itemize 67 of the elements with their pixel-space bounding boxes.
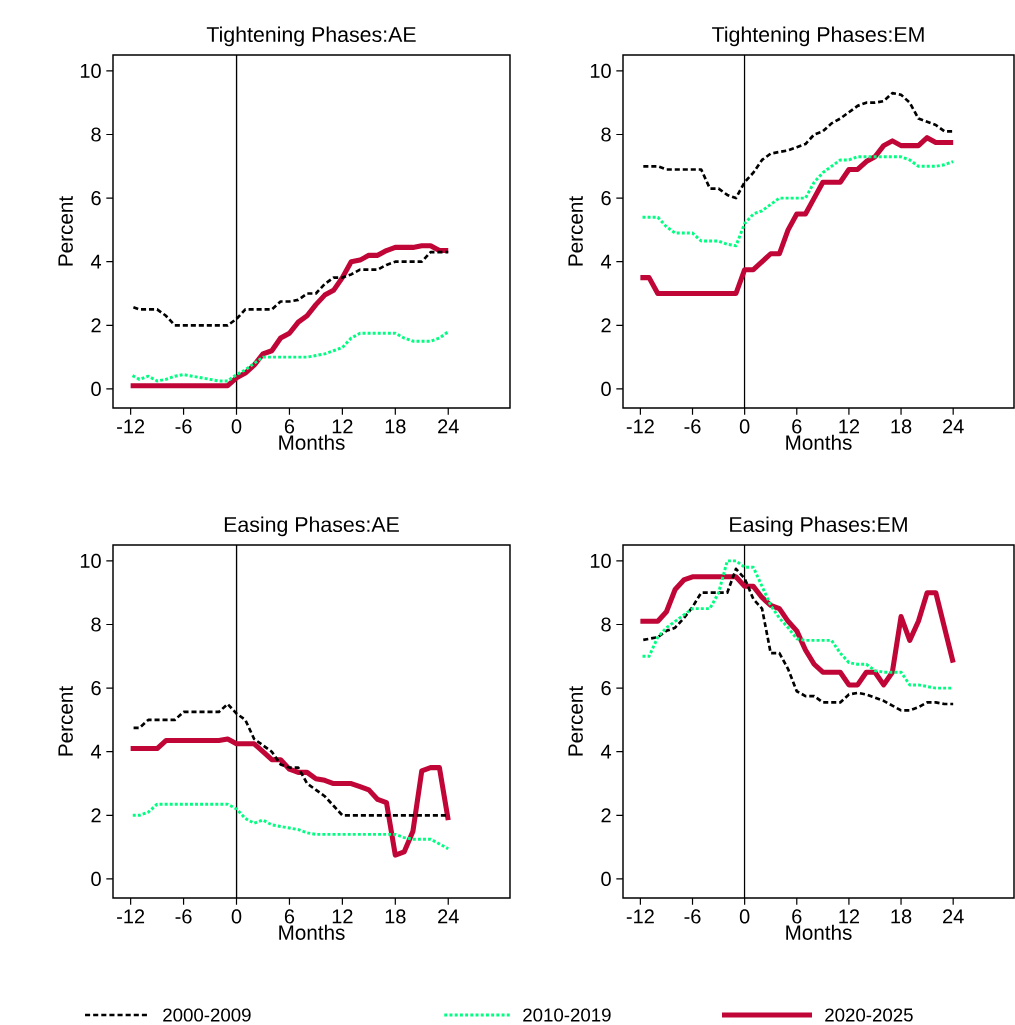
x-tick-label: 0 [739,419,750,434]
x-tick-label: -6 [684,909,701,924]
x-tick-label: 18 [385,909,406,924]
y-tick-label: 10 [590,553,611,568]
x-tick-label: -6 [175,419,192,434]
y-axis-title: Percent [58,196,73,266]
x-tick-label: 6 [792,909,802,924]
y-tick-label: 6 [601,191,611,206]
y-tick-label: 4 [600,254,612,269]
y-tick-label: 6 [91,191,101,206]
x-tick-label: 18 [891,909,912,924]
x-tick-label: 6 [284,909,295,924]
chart-title: Easing Phases:AE [224,516,399,537]
x-tick-label: -12 [626,419,654,434]
x-tick-label: 24 [438,909,459,924]
y-axis-title: Percent [568,686,583,756]
y-tick-label: 6 [601,681,611,696]
chart-title: Tightening Phases:AE [206,26,416,47]
y-tick-label: 10 [80,63,101,78]
y-tick-label: 8 [91,617,101,632]
legend-label: 2010-2019 [523,1008,611,1022]
y-tick-label: 0 [91,871,101,886]
y-tick-label: 2 [91,808,101,823]
x-axis-title: Months [279,924,345,940]
y-axis-title: Percent [58,686,73,756]
x-tick-label: 24 [943,909,964,924]
x-tick-label: 0 [231,419,242,434]
x-tick-label: 0 [231,909,242,924]
x-tick-label: -12 [117,909,145,924]
x-tick-label: 0 [739,909,750,924]
x-tick-label: -12 [626,909,654,924]
x-tick-label: 6 [792,419,802,434]
x-tick-label: 6 [284,419,295,434]
y-tick-label: 8 [91,127,101,142]
x-axis-title: Months [786,434,852,450]
chart-title: Tightening Phases:EM [712,26,924,47]
x-tick-label: -6 [175,909,192,924]
x-tick-label: 12 [839,419,860,434]
legend-label: 2000-2009 [163,1008,251,1022]
y-tick-label: 4 [90,254,102,269]
x-tick-label: 24 [438,419,459,434]
y-tick-label: 8 [601,127,611,142]
x-tick-label: 18 [891,419,912,434]
x-tick-label: 12 [332,419,353,434]
y-tick-label: 0 [601,381,611,396]
x-tick-label: 18 [385,419,406,434]
x-tick-label: 24 [943,419,964,434]
y-tick-label: 10 [590,63,611,78]
y-tick-label: 0 [601,871,611,886]
x-tick-label: 12 [839,909,860,924]
x-tick-label: -12 [117,419,145,434]
y-tick-label: 2 [91,318,101,333]
legend-label: 2020-2025 [825,1008,913,1022]
y-tick-label: 10 [80,553,101,568]
x-axis-title: Months [279,434,345,450]
y-tick-label: 8 [601,617,611,632]
y-tick-label: 0 [91,381,101,396]
y-tick-label: 2 [601,318,611,333]
chart-title: Easing Phases:EM [730,516,907,537]
y-tick-label: 6 [91,681,101,696]
y-tick-label: 4 [600,744,612,759]
y-tick-label: 4 [90,744,102,759]
x-axis-title: Months [786,924,852,940]
y-axis-title: Percent [568,196,583,266]
y-tick-label: 2 [601,808,611,823]
x-tick-label: 12 [332,909,353,924]
x-tick-label: -6 [684,419,701,434]
